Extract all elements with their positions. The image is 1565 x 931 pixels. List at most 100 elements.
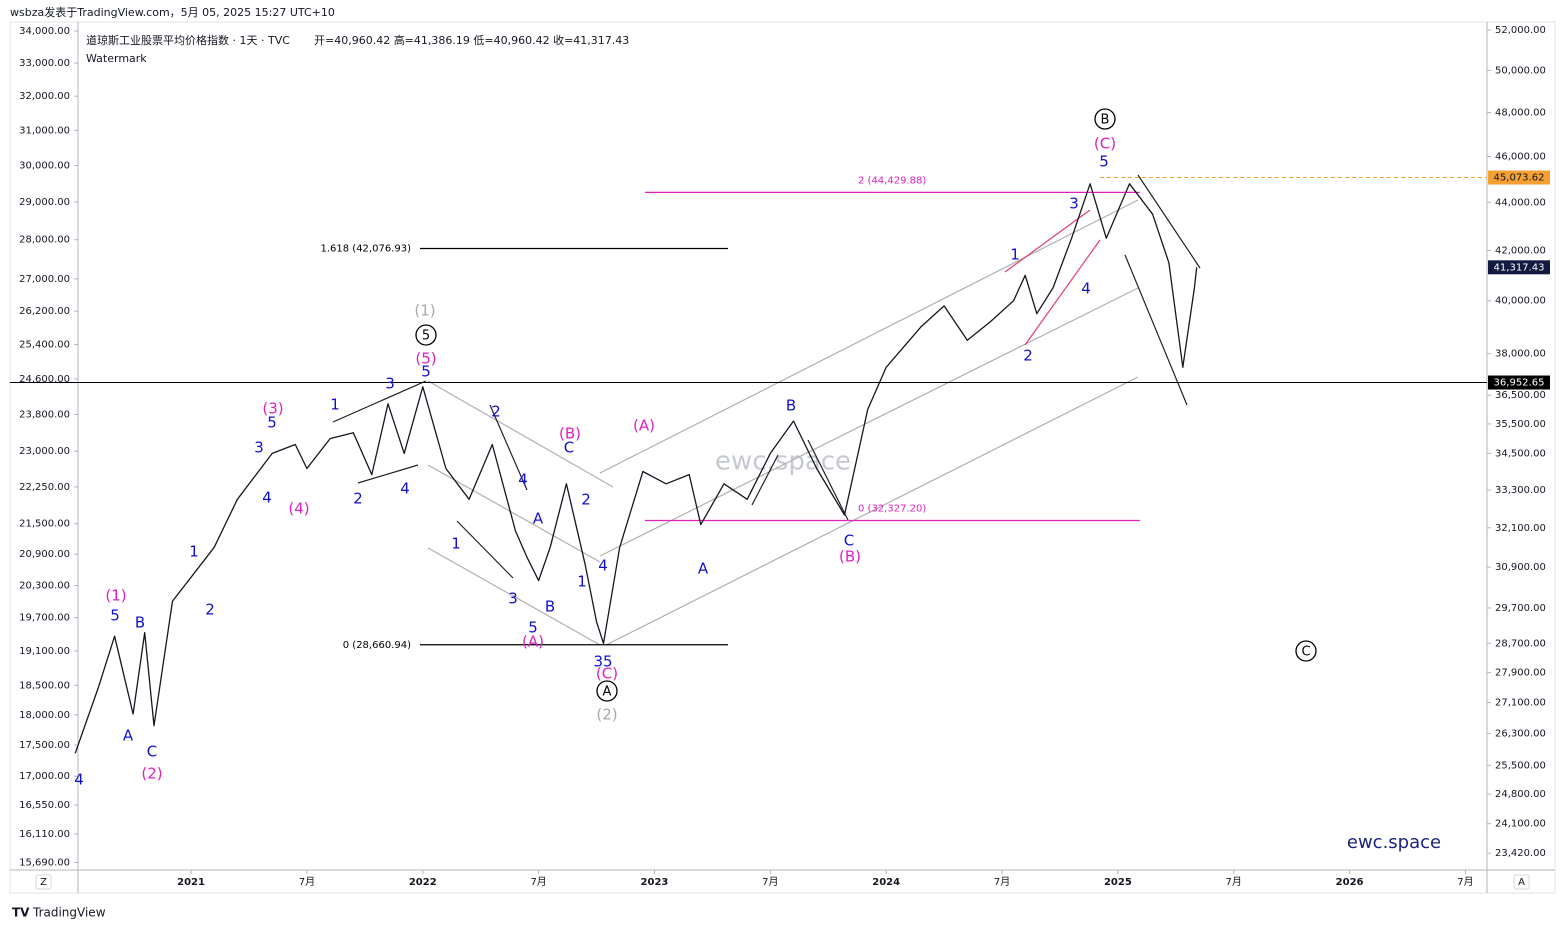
x-tick-label: 2025 xyxy=(1104,877,1132,888)
signature: ewc.space xyxy=(1347,832,1441,853)
wave-circle xyxy=(415,324,437,346)
trend-lines xyxy=(332,174,1201,646)
x-tick-label: 7月 xyxy=(994,876,1010,888)
price-badge-label: 45,073.62 xyxy=(1494,173,1545,184)
wave-label: 1 xyxy=(1010,246,1020,264)
y-tick-label: 17,000.00 xyxy=(19,771,70,782)
y2-tick-label: 40,000.00 xyxy=(1495,296,1546,307)
y-tick-label: 23,800.00 xyxy=(19,409,70,420)
a-button-label[interactable]: A xyxy=(1518,877,1525,888)
x-tick-label: 2024 xyxy=(872,877,900,888)
y-tick-label: 25,400.00 xyxy=(19,340,70,351)
z-button[interactable] xyxy=(35,874,52,890)
a-button[interactable] xyxy=(1513,874,1530,890)
wave-circle xyxy=(1094,108,1116,130)
wave-label: C xyxy=(1301,645,1310,660)
y2-tick-label: 28,700.00 xyxy=(1495,638,1546,649)
wave-label: C xyxy=(147,743,157,761)
y2-tick-label: 30,900.00 xyxy=(1495,562,1546,573)
y-tick-label: 24,600.00 xyxy=(19,374,70,385)
wave-label: 1 xyxy=(330,396,340,414)
channel-lines xyxy=(427,199,1139,646)
y-tick-label: 18,500.00 xyxy=(19,680,70,691)
y2-tick-label: 52,000.00 xyxy=(1495,25,1546,36)
y-tick-label: 19,100.00 xyxy=(19,646,70,657)
y2-tick-label: 48,000.00 xyxy=(1495,108,1546,119)
y2-tick-label: 24,800.00 xyxy=(1495,789,1546,800)
wave-label: 4 xyxy=(400,480,410,498)
wave-label: 5 xyxy=(110,607,120,625)
wave-label: 5 xyxy=(267,414,277,432)
x-tick-label: 7月 xyxy=(299,876,315,888)
price-line xyxy=(74,183,1198,754)
y2-tick-label: 26,300.00 xyxy=(1495,728,1546,739)
byline: wsbza发表于TradingView.com，5月 05, 2025 15:2… xyxy=(10,5,335,19)
x-tick-label: 2022 xyxy=(409,877,437,888)
y2-tick-label: 44,000.00 xyxy=(1495,197,1546,208)
y-tick-label: 19,700.00 xyxy=(19,613,70,624)
wave-label: (5) xyxy=(415,350,436,368)
y2-tick-label: 34,500.00 xyxy=(1495,448,1546,459)
watermark: ewc.space xyxy=(715,447,851,477)
y2-tick-label: 50,000.00 xyxy=(1495,65,1546,76)
wave-circle xyxy=(596,680,618,702)
y2-tick-label: 25,500.00 xyxy=(1495,760,1546,771)
y-tick-label: 22,250.00 xyxy=(19,482,70,493)
wave-label: 3 xyxy=(1069,195,1079,213)
x-tick-label: 2023 xyxy=(641,877,669,888)
wave-label: 4 xyxy=(1081,280,1091,298)
wave-label: 2 xyxy=(205,601,215,619)
y2-tick-label: 29,700.00 xyxy=(1495,603,1546,614)
y2-tick-label: 35,500.00 xyxy=(1495,419,1546,430)
wave-label: B xyxy=(1101,113,1110,128)
last-price-badge xyxy=(1488,260,1550,275)
y2-tick-label: 27,100.00 xyxy=(1495,698,1546,709)
wave-label: 4 xyxy=(598,557,608,575)
y2-tick-label: 24,100.00 xyxy=(1495,819,1546,830)
last-price-label: 41,317.43 xyxy=(1494,262,1545,273)
wave-label: 1 xyxy=(189,543,199,561)
wave-label: 3 xyxy=(385,375,395,393)
y2-tick-label: 23,420.00 xyxy=(1495,848,1546,859)
y-tick-label: 34,000.00 xyxy=(19,26,70,37)
wave-label: (A) xyxy=(522,633,544,651)
y-tick-label: 16,110.00 xyxy=(19,829,70,840)
wave-label: A xyxy=(603,685,612,700)
y-tick-label: 23,000.00 xyxy=(19,446,70,457)
wave-label: B xyxy=(786,397,796,415)
y-tick-label: 29,000.00 xyxy=(19,197,70,208)
y-tick-label: 17,500.00 xyxy=(19,740,70,751)
wave-label: B xyxy=(135,614,145,632)
y-tick-label: 16,550.00 xyxy=(19,800,70,811)
fib-label: 0 (32,327.20) xyxy=(858,504,926,515)
y2-tick-label: 38,000.00 xyxy=(1495,349,1546,360)
wave-label: (C) xyxy=(1094,135,1116,153)
y2-tick-label: 42,000.00 xyxy=(1495,245,1546,256)
wave-label: (A) xyxy=(633,417,655,435)
x-tick-label: 2021 xyxy=(177,877,205,888)
ohlc: 开=40,960.42 高=41,386.19 低=40,960.42 收=41… xyxy=(314,33,629,47)
wave-label: 3 xyxy=(254,439,264,457)
price-badge xyxy=(1488,375,1550,390)
y-tick-label: 31,000.00 xyxy=(19,125,70,136)
y-tick-label: 30,000.00 xyxy=(19,161,70,172)
fib-label: 2 (44,429.88) xyxy=(858,175,926,186)
wave-label: 4 xyxy=(262,489,272,507)
z-button-label[interactable]: Z xyxy=(40,877,47,888)
wave-label: 2 xyxy=(1023,347,1033,365)
x-tick-label: 7月 xyxy=(762,876,778,888)
wave-label: 4 xyxy=(518,471,528,489)
wave-label: 1 xyxy=(451,535,461,553)
price-badge xyxy=(1488,170,1550,185)
wave-label: (2) xyxy=(596,706,617,724)
y2-tick-label: 32,100.00 xyxy=(1495,523,1546,534)
y-tick-label: 26,200.00 xyxy=(19,306,70,317)
wave-label: A xyxy=(533,510,544,528)
price-badge-label: 36,952.65 xyxy=(1494,378,1545,389)
wave-label: 2 xyxy=(491,403,501,421)
wave-label: (B) xyxy=(839,548,861,566)
wave-label: A xyxy=(698,560,709,578)
wave-label: 2 xyxy=(353,490,363,508)
y2-tick-label: 36,500.00 xyxy=(1495,390,1546,401)
